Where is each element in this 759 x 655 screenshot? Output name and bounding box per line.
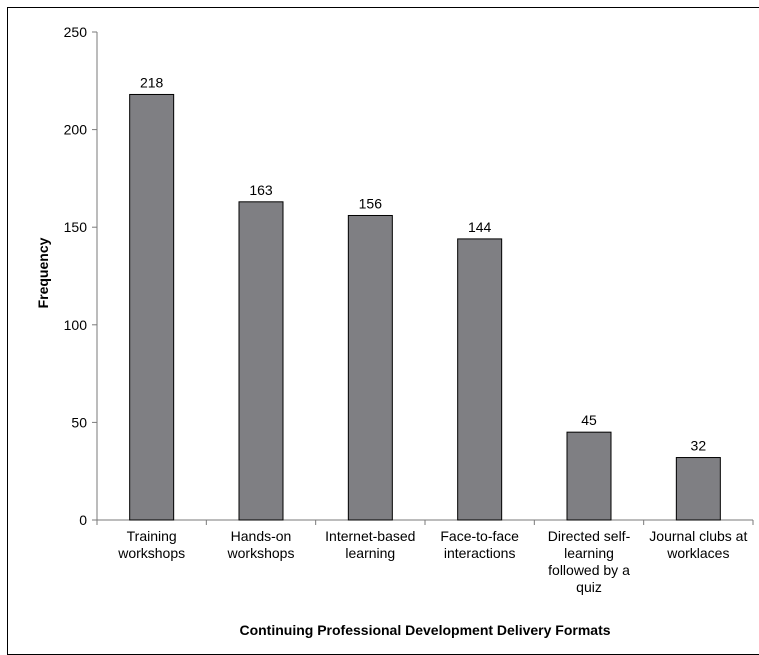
bar: [457, 238, 503, 521]
category-label: Directed self-learning followed by a quiz: [548, 528, 631, 595]
y-axis-title: Frequency: [35, 237, 51, 308]
x-axis: [96, 519, 754, 525]
data-labels: 218 163 156 144 45 32: [140, 74, 706, 453]
data-label: 144: [468, 219, 492, 235]
y-axis: 0 50 100 150 200 250: [64, 24, 98, 528]
x-axis-title: Continuing Professional Development Deli…: [239, 622, 610, 638]
y-tick-label: 100: [64, 317, 88, 333]
data-label: 45: [581, 412, 597, 428]
category-label: Internet-based learning: [325, 528, 415, 561]
y-tick-label: 250: [64, 24, 88, 40]
data-label: 163: [249, 182, 273, 198]
y-tick-label: 200: [64, 122, 88, 138]
data-label: 156: [359, 195, 383, 211]
category-label: Training workshops: [117, 528, 185, 561]
bars: [129, 93, 721, 521]
category-labels: Training workshops Hands-on workshops Intern…: [117, 528, 747, 595]
bar: [238, 201, 284, 521]
bar: [347, 214, 393, 521]
bar: [129, 93, 175, 521]
category-label: Journal clubs at worklaces: [649, 528, 747, 561]
y-tick-label: 50: [71, 414, 87, 430]
data-label: 32: [691, 438, 707, 454]
data-label: 218: [140, 74, 164, 90]
y-tick-label: 0: [79, 512, 87, 528]
bar: [675, 457, 721, 521]
bar: [566, 431, 612, 521]
y-tick-label: 150: [64, 219, 88, 235]
category-label: Hands-on workshops: [227, 528, 295, 561]
category-label: Face-to-face interactions: [440, 528, 519, 561]
